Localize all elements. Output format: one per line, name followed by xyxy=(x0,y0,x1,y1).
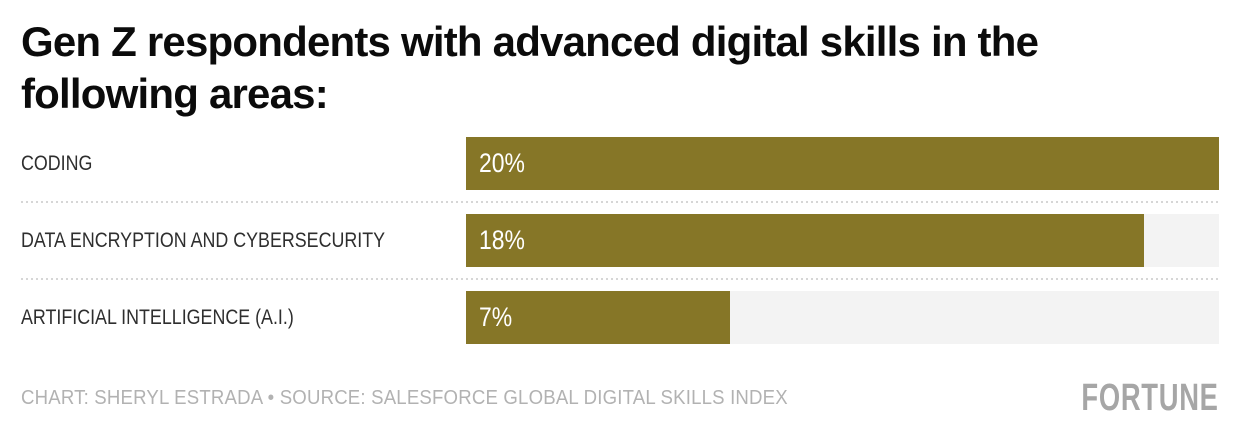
bar-value-label: 18% xyxy=(479,225,525,255)
title-line-2: following areas: xyxy=(21,70,329,117)
fortune-logo-text: FORTUNE xyxy=(1081,377,1219,419)
chart-footer: CHART: SHERYL ESTRADA • SOURCE: SALESFOR… xyxy=(21,377,1219,419)
bar-chart: CODING 20% DATA ENCRYPTION AND CYBERSECU… xyxy=(21,137,1219,344)
category-label: ARTIFICIAL INTELLIGENCE (A.I.) xyxy=(21,306,466,330)
footer-credit: CHART: SHERYL ESTRADA • SOURCE: SALESFOR… xyxy=(21,387,846,410)
bar-track: 7% xyxy=(466,291,1219,344)
bar-value-label: 20% xyxy=(479,148,525,178)
category-label: DATA ENCRYPTION AND CYBERSECURITY xyxy=(21,229,466,253)
bar-track: 20% xyxy=(466,137,1219,190)
chart-row: ARTIFICIAL INTELLIGENCE (A.I.) 7% xyxy=(21,291,1219,344)
page-title: Gen Z respondents with advanced digital … xyxy=(21,16,1219,120)
bar-fill: 20% xyxy=(466,137,1219,190)
fortune-logo: FORTUNE xyxy=(1028,377,1219,419)
row-separator xyxy=(21,201,1219,203)
category-label: CODING xyxy=(21,152,466,176)
bar-fill: 7% xyxy=(466,291,730,344)
category-label-text: CODING xyxy=(21,151,93,175)
bar-fill: 18% xyxy=(466,214,1144,267)
chart-row: CODING 20% xyxy=(21,137,1219,190)
chart-row: DATA ENCRYPTION AND CYBERSECURITY 18% xyxy=(21,214,1219,267)
title-line-1: Gen Z respondents with advanced digital … xyxy=(21,18,1039,65)
footer-credit-text: CHART: SHERYL ESTRADA • SOURCE: SALESFOR… xyxy=(21,386,788,409)
row-separator xyxy=(21,278,1219,280)
category-label-text: DATA ENCRYPTION AND CYBERSECURITY xyxy=(21,228,386,252)
category-label-text: ARTIFICIAL INTELLIGENCE (A.I.) xyxy=(21,305,294,329)
bar-track: 18% xyxy=(466,214,1219,267)
bar-value-label: 7% xyxy=(479,302,513,332)
